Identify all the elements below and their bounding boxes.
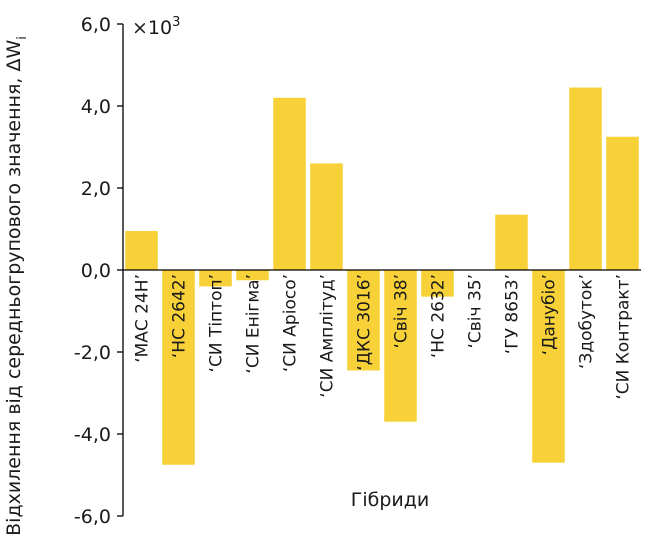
- x-axis-title: Гібриди: [351, 489, 429, 511]
- bars-group: [125, 87, 639, 465]
- category-label: ‘ДКС 3016’: [355, 274, 375, 371]
- category-label: ‘СИ Тіптоп’: [207, 274, 227, 372]
- bar: [384, 270, 417, 422]
- category-label: ‘НС 2632’: [429, 274, 449, 358]
- bar: [162, 270, 195, 465]
- category-label: ‘СИ Амплітуд’: [318, 274, 338, 398]
- category-label: ‘СИ Аріосо’: [281, 274, 301, 372]
- bar: [495, 214, 528, 270]
- bar: [532, 270, 565, 463]
- category-label: ‘Свіч 35’: [466, 274, 486, 349]
- y-tick-label: 4,0: [81, 96, 111, 118]
- category-label: ‘МАС 24Н’: [133, 274, 153, 363]
- category-label: ‘Здобуток’: [577, 274, 597, 369]
- y-axis-title-subscript: i: [15, 36, 30, 40]
- category-label: ‘Данубіо’: [540, 274, 560, 355]
- y-multiplier-exponent: 3: [172, 15, 180, 30]
- bar: [569, 87, 602, 270]
- bar: [125, 231, 158, 270]
- y-tick-label: -6,0: [74, 506, 111, 528]
- bar: [606, 136, 639, 270]
- bar: [310, 163, 343, 270]
- y-multiplier-label: ×103: [132, 15, 180, 39]
- bar: [421, 270, 454, 297]
- bar: [199, 270, 232, 287]
- category-label: ‘СИ Енігма’: [244, 274, 264, 374]
- y-multiplier-base: ×10: [132, 17, 172, 39]
- category-label: ‘ГУ 8653’: [503, 274, 523, 354]
- category-label: ‘Свіч 38’: [392, 274, 412, 349]
- category-label: ‘НС 2642’: [170, 274, 190, 358]
- y-tick-label: -2,0: [74, 342, 111, 364]
- y-tick-label: 6,0: [81, 14, 111, 36]
- y-tick-label: 0,0: [81, 260, 111, 282]
- bar: [236, 270, 269, 281]
- y-tick-label: -4,0: [74, 424, 111, 446]
- y-axis-title: Відхилення від середньогрупового значенн…: [3, 36, 30, 536]
- category-label: ‘СИ Контракт’: [614, 274, 634, 400]
- bar: [273, 97, 306, 270]
- y-ticks-group: 6,0 4,0 2,0 0,0 -2,0 -4,0 -6,0: [74, 14, 123, 528]
- category-labels-group: ‘МАС 24Н’ ‘НС 2642’ ‘СИ Тіптоп’ ‘СИ Енігма’…: [133, 274, 634, 400]
- bar: [347, 270, 380, 371]
- y-tick-label: 2,0: [81, 178, 111, 200]
- y-axis-title-main: Відхилення від середньогрупового значенн…: [3, 40, 25, 536]
